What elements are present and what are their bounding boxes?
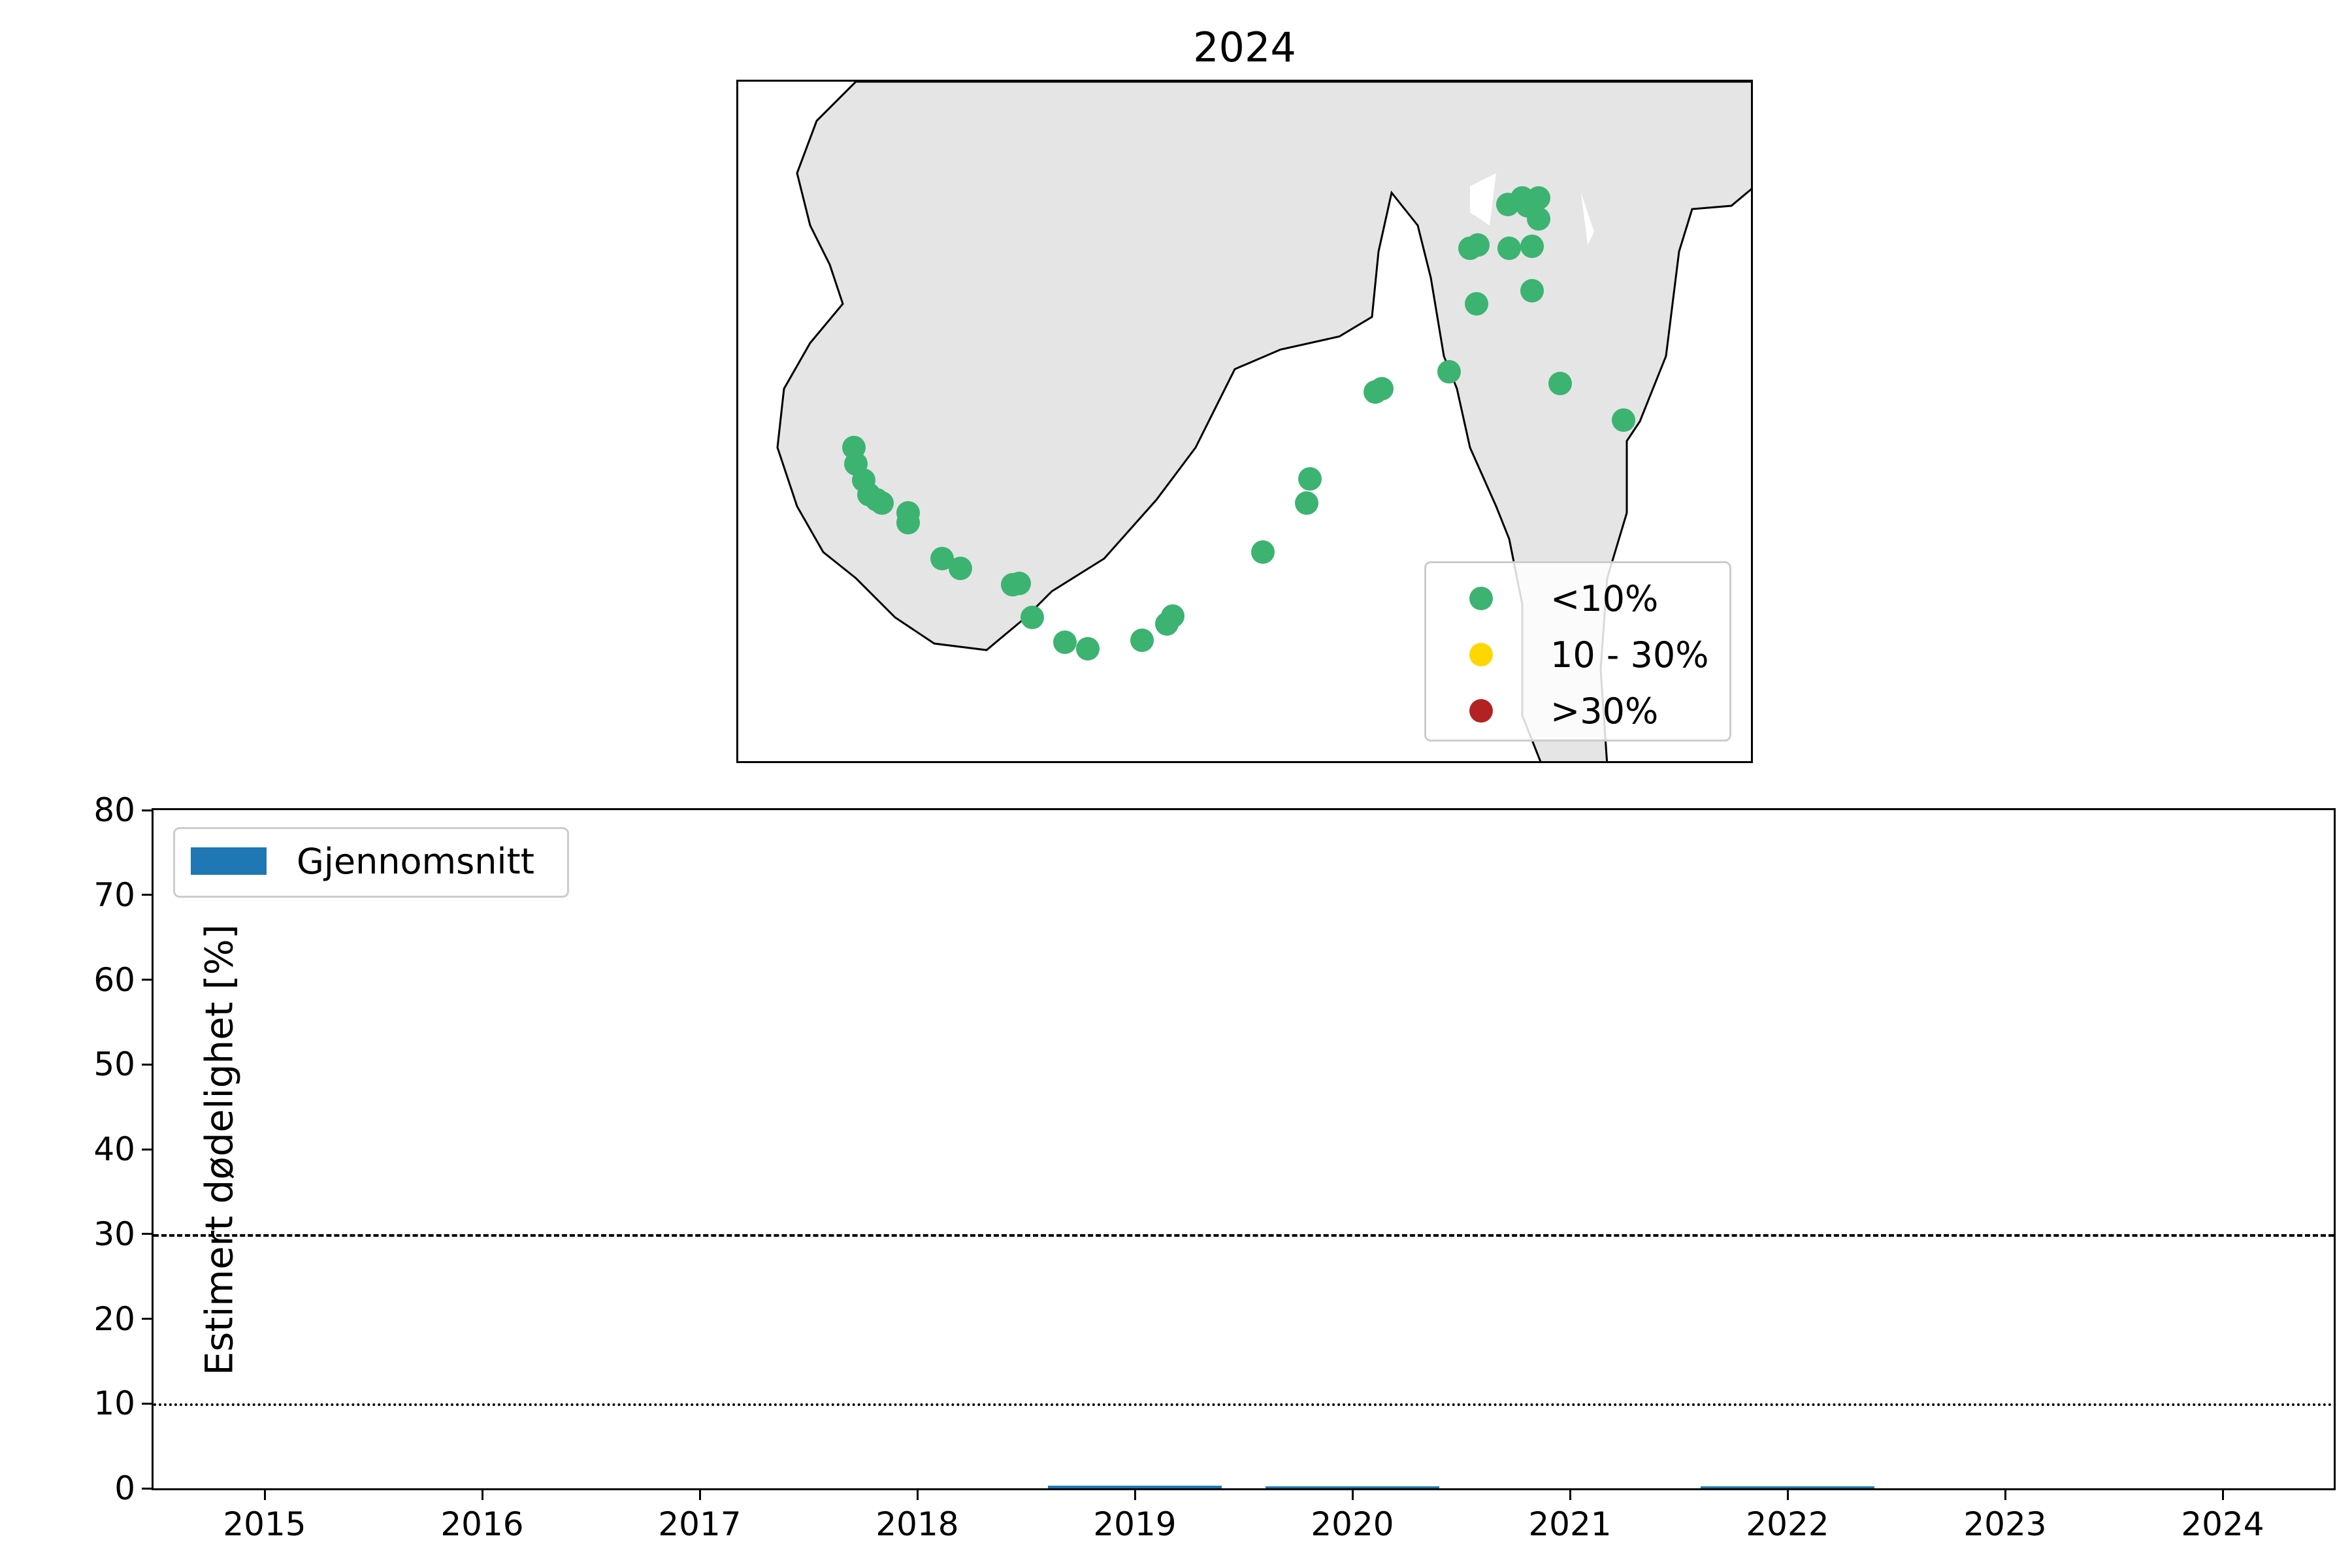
y-tick: [142, 1487, 154, 1490]
station-marker: [1465, 292, 1488, 316]
y-tick-label: 0: [114, 1469, 135, 1507]
x-tick: [916, 1488, 919, 1500]
bar-2019: [1047, 1486, 1222, 1488]
legend-label: Gjennomsnitt: [297, 841, 534, 882]
y-tick-label: 40: [93, 1130, 135, 1168]
x-tick-label: 2023: [1963, 1505, 2047, 1543]
y-tick: [142, 1233, 154, 1235]
x-tick-label: 2020: [1311, 1505, 1394, 1543]
station-marker: [1251, 540, 1275, 564]
x-tick: [2004, 1488, 2006, 1500]
x-tick: [481, 1488, 483, 1500]
legend-item-low: <10%: [1426, 572, 1658, 625]
x-tick-label: 2016: [440, 1505, 524, 1543]
threshold-line-30: [154, 1233, 2334, 1237]
bar-2022: [1700, 1486, 1875, 1488]
station-marker: [1298, 467, 1322, 491]
threshold-line-10: [154, 1403, 2334, 1407]
station-marker: [896, 511, 920, 534]
bar-2020: [1265, 1486, 1440, 1488]
y-tick: [142, 894, 154, 896]
y-tick-label: 60: [93, 960, 135, 999]
x-tick: [2221, 1488, 2224, 1500]
x-tick: [263, 1488, 266, 1500]
station-marker: [1161, 604, 1184, 628]
y-tick: [142, 1148, 154, 1151]
x-tick: [1351, 1488, 1354, 1500]
legend-item-medium: 10 - 30%: [1426, 629, 1709, 681]
x-tick-label: 2024: [2181, 1505, 2264, 1543]
station-marker: [949, 557, 972, 580]
station-marker: [1466, 233, 1490, 257]
x-tick-label: 2022: [1746, 1505, 1829, 1543]
y-tick: [142, 979, 154, 981]
red-dot-icon: [1469, 699, 1493, 723]
legend-item-high: >30%: [1426, 685, 1658, 737]
y-tick: [142, 1063, 154, 1066]
legend-swatch: [191, 847, 267, 875]
station-marker: [1130, 629, 1154, 652]
y-tick-label: 10: [93, 1384, 135, 1423]
station-marker: [1007, 572, 1031, 595]
station-marker: [1527, 207, 1550, 231]
x-tick-label: 2017: [658, 1505, 742, 1543]
green-dot-icon: [1469, 587, 1493, 610]
bar-legend: Gjennomsnitt: [173, 827, 569, 898]
x-tick-label: 2019: [1093, 1505, 1177, 1543]
y-tick-label: 20: [93, 1299, 135, 1338]
map-panel: <10% 10 - 30% >30%: [736, 80, 1753, 763]
station-marker: [1548, 372, 1572, 395]
x-tick-label: 2021: [1528, 1505, 1612, 1543]
station-marker: [1520, 279, 1544, 302]
y-tick: [142, 1318, 154, 1320]
x-tick-label: 2018: [875, 1505, 959, 1543]
station-marker: [1612, 408, 1635, 432]
x-tick: [1569, 1488, 1571, 1500]
map-legend: <10% 10 - 30% >30%: [1424, 561, 1731, 742]
station-marker: [1437, 360, 1461, 384]
station-marker: [1497, 237, 1521, 260]
station-marker: [1520, 235, 1544, 258]
bar-chart-axes: 0 10 20 30 40 50 60 70 80 2015 2016 2017 2018 2019 20…: [93, 791, 2336, 1543]
y-tick-label: 80: [93, 791, 135, 829]
y-tick-label: 50: [93, 1045, 135, 1084]
station-marker: [1053, 630, 1077, 654]
station-marker: [1076, 637, 1100, 661]
station-marker: [1527, 186, 1550, 210]
x-tick-label: 2015: [223, 1505, 306, 1543]
station-marker: [1370, 377, 1394, 400]
y-tick-label: 30: [93, 1215, 135, 1253]
x-tick: [698, 1488, 701, 1500]
y-tick: [142, 1402, 154, 1405]
y-tick-label: 70: [93, 875, 135, 914]
x-tick: [1786, 1488, 1789, 1500]
y-tick: [142, 809, 154, 811]
yellow-dot-icon: [1469, 643, 1493, 666]
station-marker: [1021, 606, 1044, 629]
station-marker: [870, 491, 894, 515]
station-marker: [1295, 491, 1318, 515]
map-title: 2024: [1193, 24, 1296, 71]
x-tick: [1134, 1488, 1136, 1500]
